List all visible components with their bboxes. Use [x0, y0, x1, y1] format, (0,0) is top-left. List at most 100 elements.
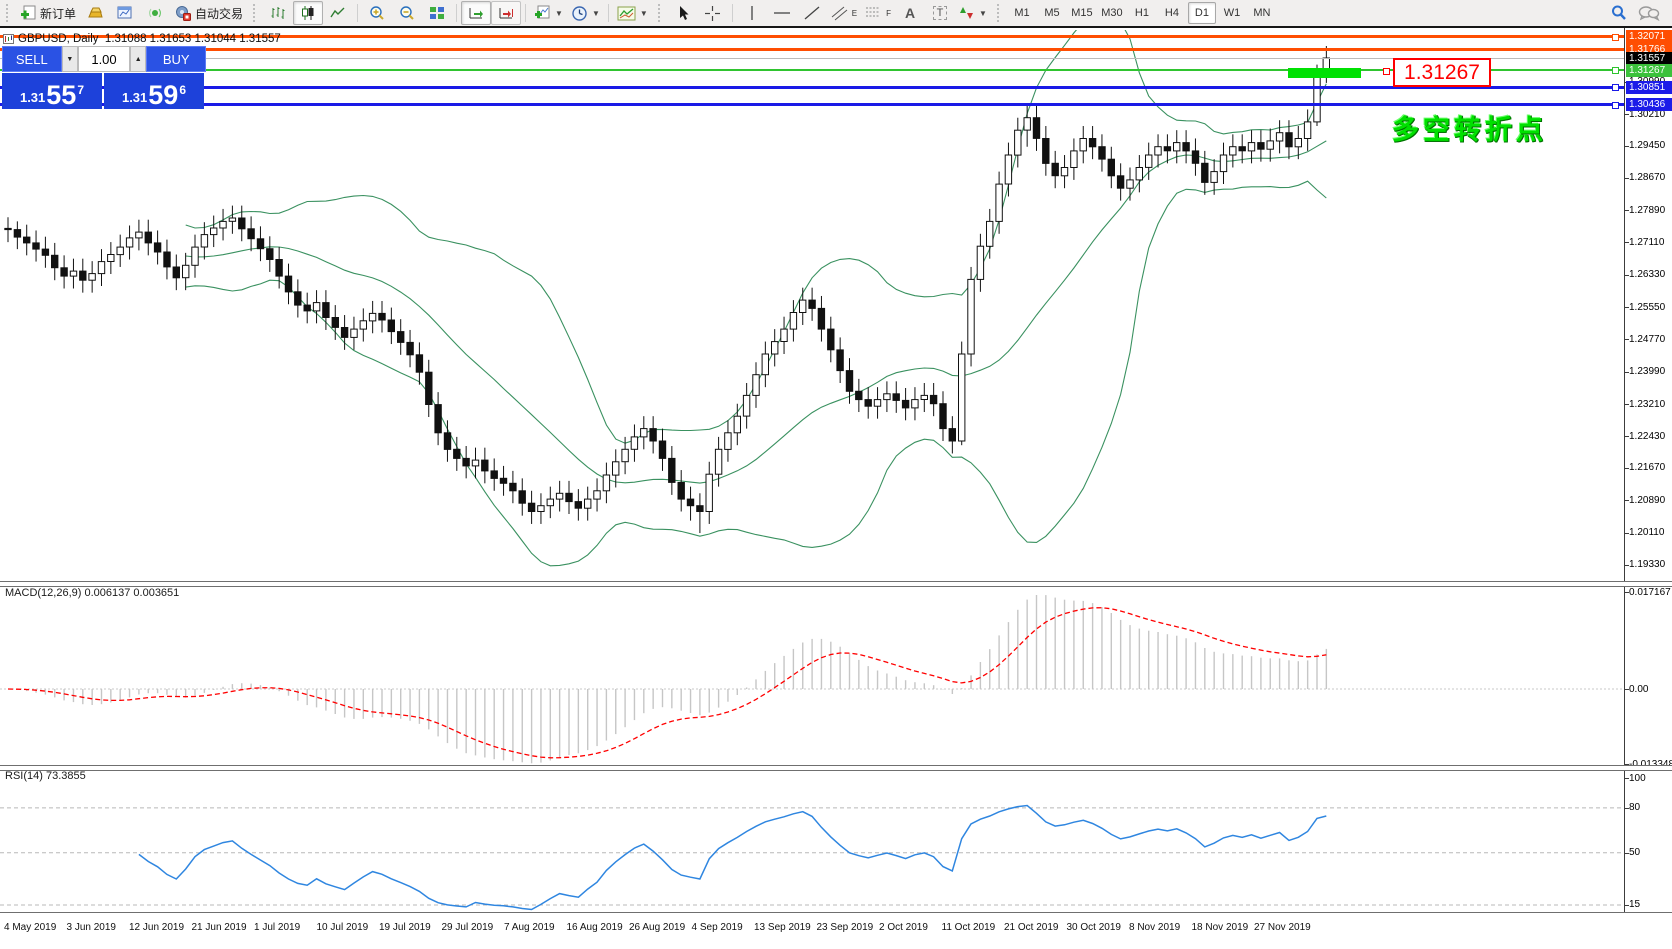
- sell-price-display[interactable]: 1.31 55 7: [2, 73, 102, 109]
- indicators-button[interactable]: ▼: [530, 1, 567, 25]
- data-window-button[interactable]: [110, 1, 140, 25]
- toolbar-grip[interactable]: [6, 4, 12, 22]
- horizontal-line-icon: [773, 12, 790, 14]
- buy-button[interactable]: BUY: [146, 46, 206, 72]
- candlestick-plot[interactable]: [0, 30, 1624, 581]
- auto-scroll-button[interactable]: [461, 1, 492, 25]
- toolbar-separator: [456, 4, 458, 22]
- rsi-axis-tick: [1624, 904, 1629, 906]
- template-icon: [617, 6, 636, 20]
- chart-shift-button[interactable]: [491, 1, 522, 25]
- volume-input[interactable]: [78, 46, 130, 72]
- line-chart-icon: [330, 7, 345, 18]
- label-tool-button[interactable]: T: [925, 1, 955, 25]
- bar-chart-mode-button[interactable]: [263, 1, 293, 25]
- candlestick-mode-button[interactable]: [293, 1, 324, 25]
- candle-body: [658, 440, 667, 459]
- vertical-line-tool-button[interactable]: [737, 1, 767, 25]
- channel-tool-button[interactable]: E: [827, 1, 861, 25]
- new-order-button[interactable]: 新订单: [16, 1, 80, 25]
- autotrading-button[interactable]: 自动交易: [170, 1, 247, 25]
- line-end-handle[interactable]: [1612, 67, 1619, 75]
- chart-window[interactable]: GBPUSD, Daily 1.31088 1.31653 1.31044 1.…: [0, 26, 1672, 949]
- rsi-axis-tick-label: 100: [1629, 772, 1646, 784]
- macd-plot[interactable]: [0, 585, 1624, 765]
- turning-point-note[interactable]: 多空转折点: [1392, 115, 1547, 145]
- timeframe-button-m1[interactable]: M1: [1014, 7, 1030, 19]
- candle-body: [238, 217, 246, 230]
- arrows-tool-button[interactable]: ▼: [955, 1, 991, 25]
- volume-up-button[interactable]: ▲: [130, 46, 147, 72]
- line-chart-mode-button[interactable]: [323, 1, 353, 25]
- line-end-handle[interactable]: [1612, 84, 1619, 92]
- cursor-tool-button[interactable]: [668, 1, 698, 25]
- candle-body: [1070, 150, 1078, 169]
- fibonacci-icon: [866, 7, 880, 17]
- candle-body: [228, 217, 237, 222]
- templates-button[interactable]: ▼: [613, 1, 652, 25]
- line-end-handle[interactable]: [1612, 33, 1619, 41]
- horizontal-level-line[interactable]: [0, 69, 1624, 72]
- candle-body: [210, 227, 218, 236]
- crosshair-tool-button[interactable]: [698, 1, 728, 25]
- buy-price-prefix: 1.31: [121, 90, 148, 105]
- zoom-out-button[interactable]: [392, 1, 422, 25]
- timeframe-button-h4[interactable]: H4: [1164, 7, 1179, 19]
- zoom-in-button[interactable]: [362, 1, 392, 25]
- candle-body: [303, 304, 311, 312]
- chat-button[interactable]: [1634, 1, 1664, 25]
- text-tool-button[interactable]: A: [895, 1, 925, 25]
- candle-body: [742, 394, 751, 417]
- timeframe-button-m15[interactable]: M15: [1071, 7, 1093, 19]
- price-callout[interactable]: 1.31267: [1393, 58, 1491, 87]
- horizontal-line-tool-button[interactable]: [767, 1, 797, 25]
- price-axis-tick-label: 1.24770: [1629, 333, 1666, 345]
- arrows-icon: [960, 7, 974, 19]
- channel-icon: [831, 6, 848, 21]
- periods-button[interactable]: ▼: [567, 1, 604, 25]
- toolbar-grip[interactable]: [657, 4, 664, 22]
- horizontal-level-line[interactable]: [0, 48, 1624, 51]
- timeframe-button-m30[interactable]: M30: [1101, 7, 1123, 19]
- candle-body: [406, 341, 414, 356]
- timeframe-button-m5[interactable]: M5: [1044, 7, 1060, 19]
- rsi-plot[interactable]: [0, 769, 1624, 912]
- horizontal-level-line[interactable]: [0, 85, 1624, 89]
- candle-body: [359, 320, 368, 330]
- trendline-tool-button[interactable]: [797, 1, 827, 25]
- volume-down-button[interactable]: ▼: [61, 46, 78, 72]
- timeframe-button-d1[interactable]: D1: [1187, 2, 1216, 24]
- fibonacci-tool-button[interactable]: F: [861, 1, 895, 25]
- horizontal-level-line[interactable]: [0, 57, 1624, 59]
- timeframe-button-w1[interactable]: W1: [1223, 7, 1241, 19]
- buy-price-display[interactable]: 1.31 59 6: [104, 73, 204, 109]
- candle-body: [855, 390, 863, 401]
- candle-body: [630, 436, 639, 450]
- toolbar-grip[interactable]: [996, 4, 1003, 22]
- highlight-zone-rect[interactable]: [1288, 68, 1361, 78]
- callout-anchor-handle[interactable]: [1383, 68, 1390, 75]
- panel-separator[interactable]: [0, 765, 1672, 771]
- date-axis[interactable]: 4 May 2019 3 Jun 2019 12 Jun 2019 21 Jun 20…: [0, 916, 1672, 949]
- rsi-axis-tick-label: 50: [1629, 847, 1641, 859]
- candle-body: [69, 270, 78, 277]
- timeframe-button-h1[interactable]: H1: [1134, 7, 1149, 19]
- autotrading-label: 自动交易: [195, 6, 244, 21]
- candle-body: [368, 312, 377, 322]
- line-end-handle[interactable]: [1612, 101, 1619, 109]
- horizontal-level-line[interactable]: [0, 103, 1624, 107]
- horizontal-level-line[interactable]: [0, 35, 1624, 39]
- panel-separator[interactable]: [0, 581, 1672, 587]
- timeframe-button-mn[interactable]: MN: [1253, 7, 1271, 19]
- sell-button[interactable]: SELL: [2, 46, 62, 72]
- toolbar-grip[interactable]: [253, 4, 259, 22]
- search-button[interactable]: [1604, 1, 1634, 25]
- candle-body: [1004, 154, 1013, 185]
- signals-button[interactable]: [140, 1, 170, 25]
- candle-body: [602, 474, 611, 492]
- date-label: 30 Oct 2019: [1066, 922, 1121, 933]
- date-label: 2 Oct 2019: [879, 922, 928, 933]
- price-axis-tick: [1624, 500, 1629, 502]
- tile-windows-button[interactable]: [422, 1, 452, 25]
- market-watch-button[interactable]: [80, 1, 110, 25]
